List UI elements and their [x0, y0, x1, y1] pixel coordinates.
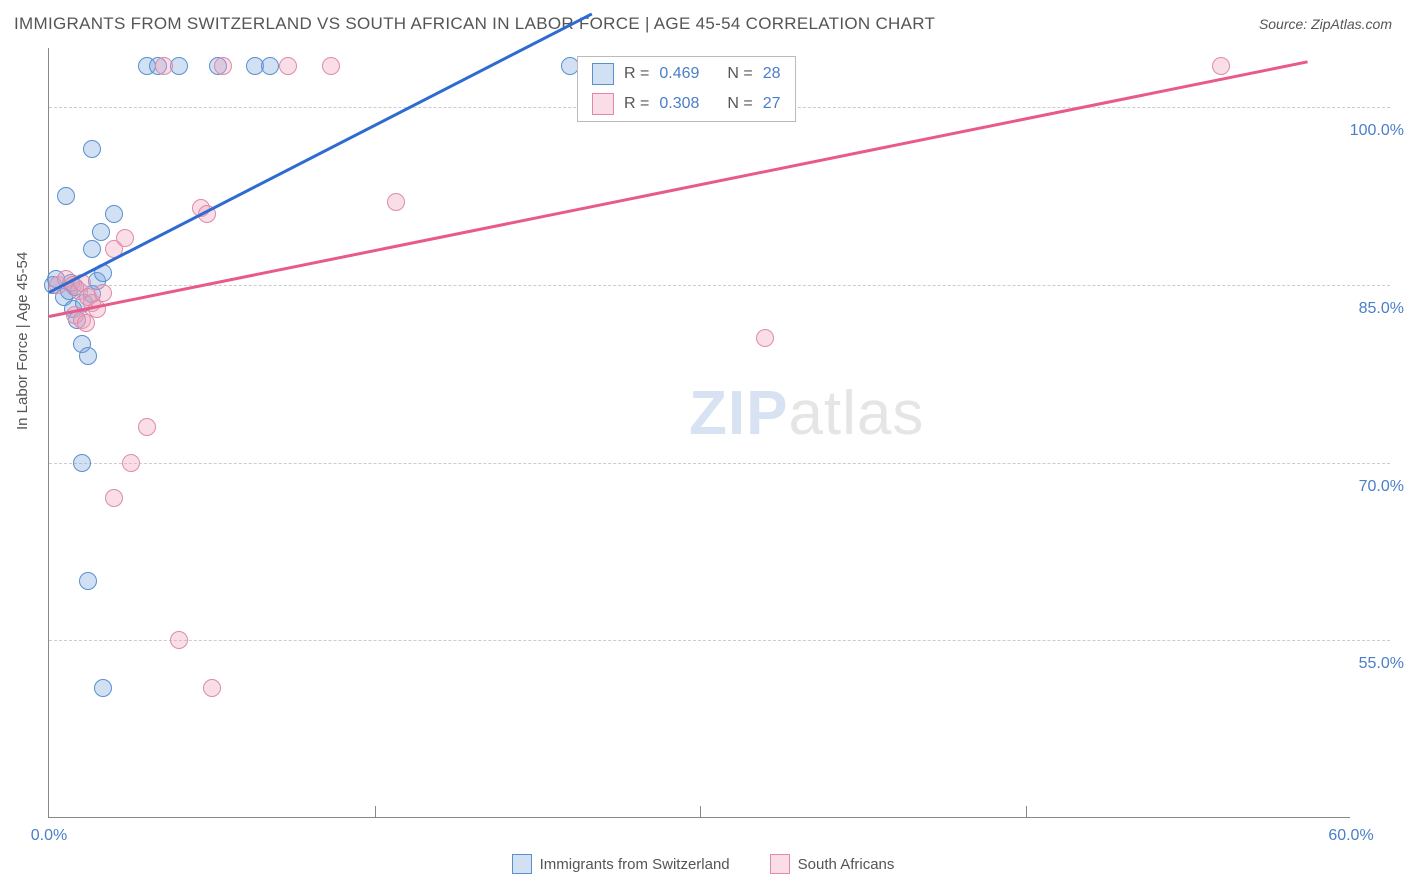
scatter-point	[105, 205, 123, 223]
watermark-rest: atlas	[788, 379, 924, 448]
stats-box: R = 0.469 N = 28 R = 0.308 N = 27	[577, 56, 796, 122]
bottom-legend: Immigrants from Switzerland South Africa…	[0, 854, 1406, 874]
watermark-bold: ZIP	[689, 379, 788, 448]
legend-item-switzerland: Immigrants from Switzerland	[512, 854, 730, 874]
scatter-point	[122, 454, 140, 472]
x-tick-label: 0.0%	[31, 827, 67, 845]
stats-swatch	[592, 93, 614, 115]
scatter-point	[83, 240, 101, 258]
legend-label: South Africans	[798, 856, 895, 873]
scatter-point	[94, 679, 112, 697]
stat-n-label: N =	[727, 65, 752, 83]
legend-label: Immigrants from Switzerland	[540, 856, 730, 873]
legend-item-south-africans: South Africans	[770, 854, 895, 874]
y-axis-label: In Labor Force | Age 45-54	[14, 252, 31, 430]
stat-n-value: 28	[763, 65, 781, 83]
y-tick-label: 70.0%	[1314, 478, 1404, 496]
scatter-point	[170, 631, 188, 649]
stat-r-value: 0.308	[659, 95, 699, 113]
scatter-point	[105, 489, 123, 507]
gridline-h	[49, 463, 1390, 464]
scatter-point	[214, 57, 232, 75]
scatter-point	[261, 57, 279, 75]
scatter-point	[138, 418, 156, 436]
legend-swatch	[512, 854, 532, 874]
legend-swatch	[770, 854, 790, 874]
chart-header: IMMIGRANTS FROM SWITZERLAND VS SOUTH AFR…	[0, 0, 1406, 48]
gridline-h	[49, 285, 1390, 286]
scatter-point	[279, 57, 297, 75]
scatter-point	[756, 329, 774, 347]
stats-row: R = 0.469 N = 28	[578, 59, 795, 89]
scatter-point	[83, 140, 101, 158]
gridline-h	[49, 640, 1390, 641]
x-tick-label: 60.0%	[1328, 827, 1373, 845]
stat-n-value: 27	[763, 95, 781, 113]
watermark: ZIPatlas	[689, 378, 924, 449]
chart-source: Source: ZipAtlas.com	[1259, 16, 1392, 32]
chart-title: IMMIGRANTS FROM SWITZERLAND VS SOUTH AFR…	[14, 14, 935, 34]
gridline-v	[700, 806, 701, 818]
stat-r-value: 0.469	[659, 65, 699, 83]
scatter-point	[203, 679, 221, 697]
gridline-v	[375, 806, 376, 818]
scatter-point	[322, 57, 340, 75]
stat-r-label: R =	[624, 65, 649, 83]
scatter-point	[79, 347, 97, 365]
y-tick-label: 55.0%	[1314, 655, 1404, 673]
scatter-point	[57, 187, 75, 205]
y-tick-label: 85.0%	[1314, 300, 1404, 318]
stat-n-label: N =	[727, 95, 752, 113]
scatter-point	[92, 223, 110, 241]
scatter-point	[79, 572, 97, 590]
scatter-point	[155, 57, 173, 75]
plot-area: ZIPatlas 55.0%70.0%85.0%100.0%0.0%60.0%R…	[48, 48, 1350, 818]
scatter-point	[1212, 57, 1230, 75]
scatter-point	[387, 193, 405, 211]
scatter-point	[77, 314, 95, 332]
scatter-point	[94, 284, 112, 302]
trend-line	[48, 13, 592, 294]
gridline-v	[1026, 806, 1027, 818]
stats-swatch	[592, 63, 614, 85]
scatter-point	[73, 454, 91, 472]
scatter-point	[116, 229, 134, 247]
stat-r-label: R =	[624, 95, 649, 113]
stats-row: R = 0.308 N = 27	[578, 89, 795, 119]
y-tick-label: 100.0%	[1314, 122, 1404, 140]
